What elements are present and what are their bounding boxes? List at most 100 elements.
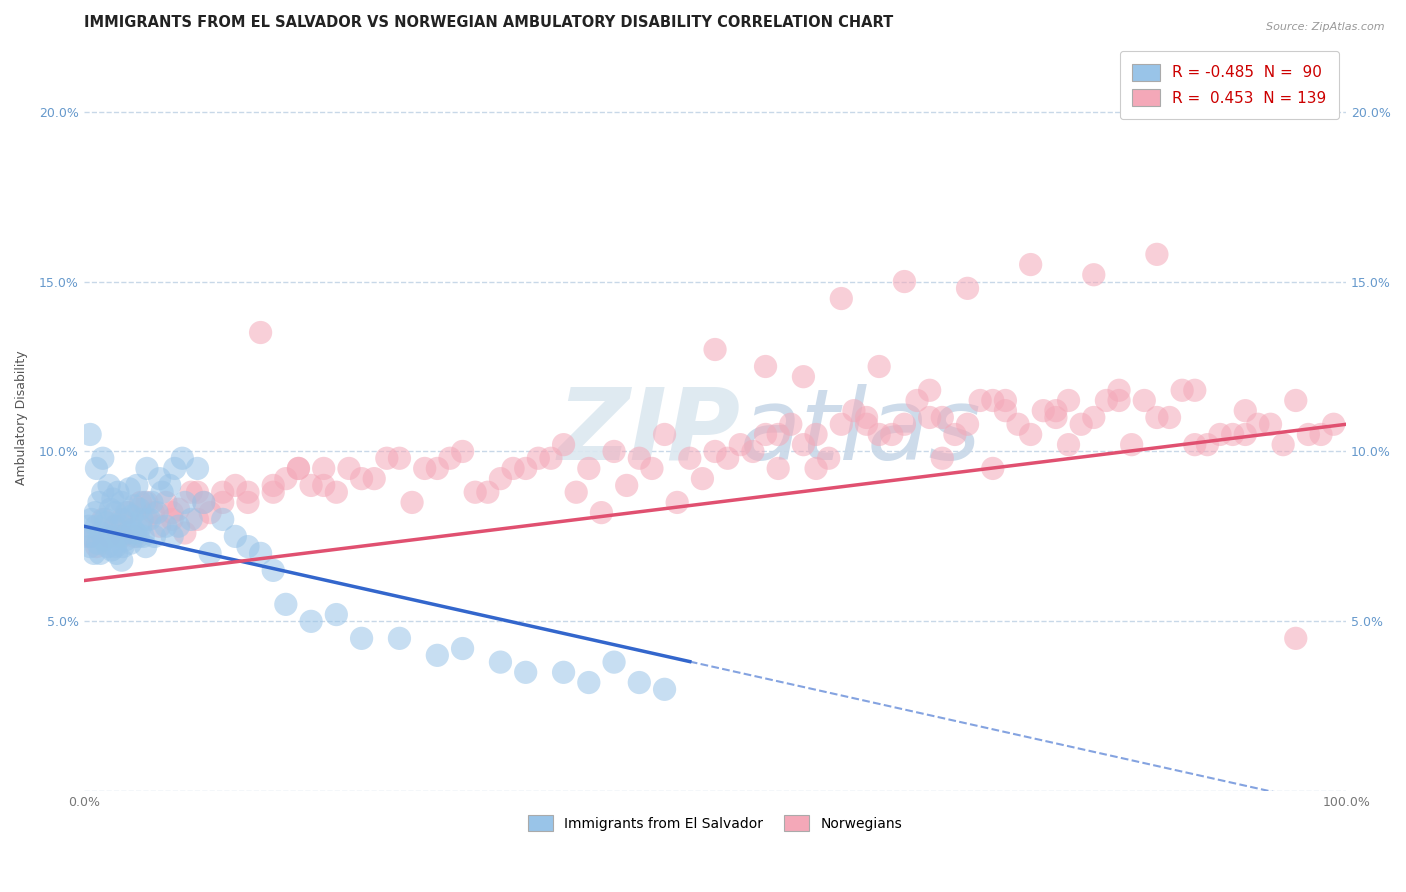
- Point: [489, 472, 512, 486]
- Point: [104, 519, 127, 533]
- Point: [186, 485, 208, 500]
- Point: [830, 292, 852, 306]
- Point: [100, 543, 122, 558]
- Point: [413, 461, 436, 475]
- Point: [426, 648, 449, 663]
- Point: [236, 495, 259, 509]
- Point: [155, 519, 177, 533]
- Point: [262, 485, 284, 500]
- Point: [198, 546, 221, 560]
- Point: [262, 563, 284, 577]
- Point: [1146, 410, 1168, 425]
- Point: [325, 485, 347, 500]
- Point: [1247, 417, 1270, 432]
- Point: [717, 451, 740, 466]
- Point: [173, 495, 195, 509]
- Point: [1310, 427, 1333, 442]
- Point: [363, 472, 385, 486]
- Point: [120, 536, 142, 550]
- Point: [173, 526, 195, 541]
- Point: [129, 519, 152, 533]
- Point: [180, 512, 202, 526]
- Point: [138, 512, 160, 526]
- Point: [1146, 247, 1168, 261]
- Point: [98, 478, 121, 492]
- Point: [117, 506, 139, 520]
- Point: [994, 403, 1017, 417]
- Point: [1222, 427, 1244, 442]
- Point: [981, 393, 1004, 408]
- Point: [1272, 437, 1295, 451]
- Point: [111, 529, 134, 543]
- Legend: Immigrants from El Salvador, Norwegians: Immigrants from El Salvador, Norwegians: [523, 810, 907, 837]
- Point: [160, 506, 183, 520]
- Point: [893, 417, 915, 432]
- Point: [143, 529, 166, 543]
- Point: [1184, 384, 1206, 398]
- Point: [981, 461, 1004, 475]
- Text: Source: ZipAtlas.com: Source: ZipAtlas.com: [1267, 22, 1385, 32]
- Point: [1083, 268, 1105, 282]
- Point: [956, 281, 979, 295]
- Point: [98, 529, 121, 543]
- Point: [956, 417, 979, 432]
- Point: [350, 472, 373, 486]
- Point: [451, 444, 474, 458]
- Point: [804, 461, 827, 475]
- Point: [84, 506, 107, 520]
- Point: [79, 529, 101, 543]
- Point: [553, 437, 575, 451]
- Point: [131, 512, 153, 526]
- Point: [142, 506, 165, 520]
- Point: [730, 437, 752, 451]
- Point: [578, 675, 600, 690]
- Point: [89, 546, 111, 560]
- Point: [337, 461, 360, 475]
- Point: [918, 410, 941, 425]
- Point: [1095, 393, 1118, 408]
- Point: [540, 451, 562, 466]
- Point: [527, 451, 550, 466]
- Point: [931, 410, 953, 425]
- Point: [868, 427, 890, 442]
- Point: [817, 451, 839, 466]
- Point: [180, 485, 202, 500]
- Point: [1045, 410, 1067, 425]
- Point: [111, 553, 134, 567]
- Point: [616, 478, 638, 492]
- Point: [274, 472, 297, 486]
- Point: [160, 512, 183, 526]
- Point: [80, 512, 103, 526]
- Point: [969, 393, 991, 408]
- Point: [111, 495, 134, 509]
- Point: [163, 461, 186, 475]
- Point: [1323, 417, 1346, 432]
- Point: [868, 359, 890, 374]
- Point: [155, 495, 177, 509]
- Point: [1083, 410, 1105, 425]
- Point: [127, 529, 149, 543]
- Point: [124, 529, 146, 543]
- Point: [104, 540, 127, 554]
- Point: [1070, 417, 1092, 432]
- Point: [132, 529, 155, 543]
- Point: [855, 410, 877, 425]
- Point: [628, 675, 651, 690]
- Point: [704, 343, 727, 357]
- Point: [224, 529, 246, 543]
- Point: [124, 499, 146, 513]
- Point: [97, 540, 120, 554]
- Point: [489, 655, 512, 669]
- Point: [103, 519, 125, 533]
- Point: [112, 512, 135, 526]
- Point: [129, 495, 152, 509]
- Point: [96, 516, 118, 530]
- Point: [211, 485, 233, 500]
- Point: [704, 444, 727, 458]
- Point: [1057, 393, 1080, 408]
- Point: [83, 546, 105, 560]
- Point: [193, 495, 215, 509]
- Point: [792, 369, 814, 384]
- Point: [1171, 384, 1194, 398]
- Point: [312, 478, 335, 492]
